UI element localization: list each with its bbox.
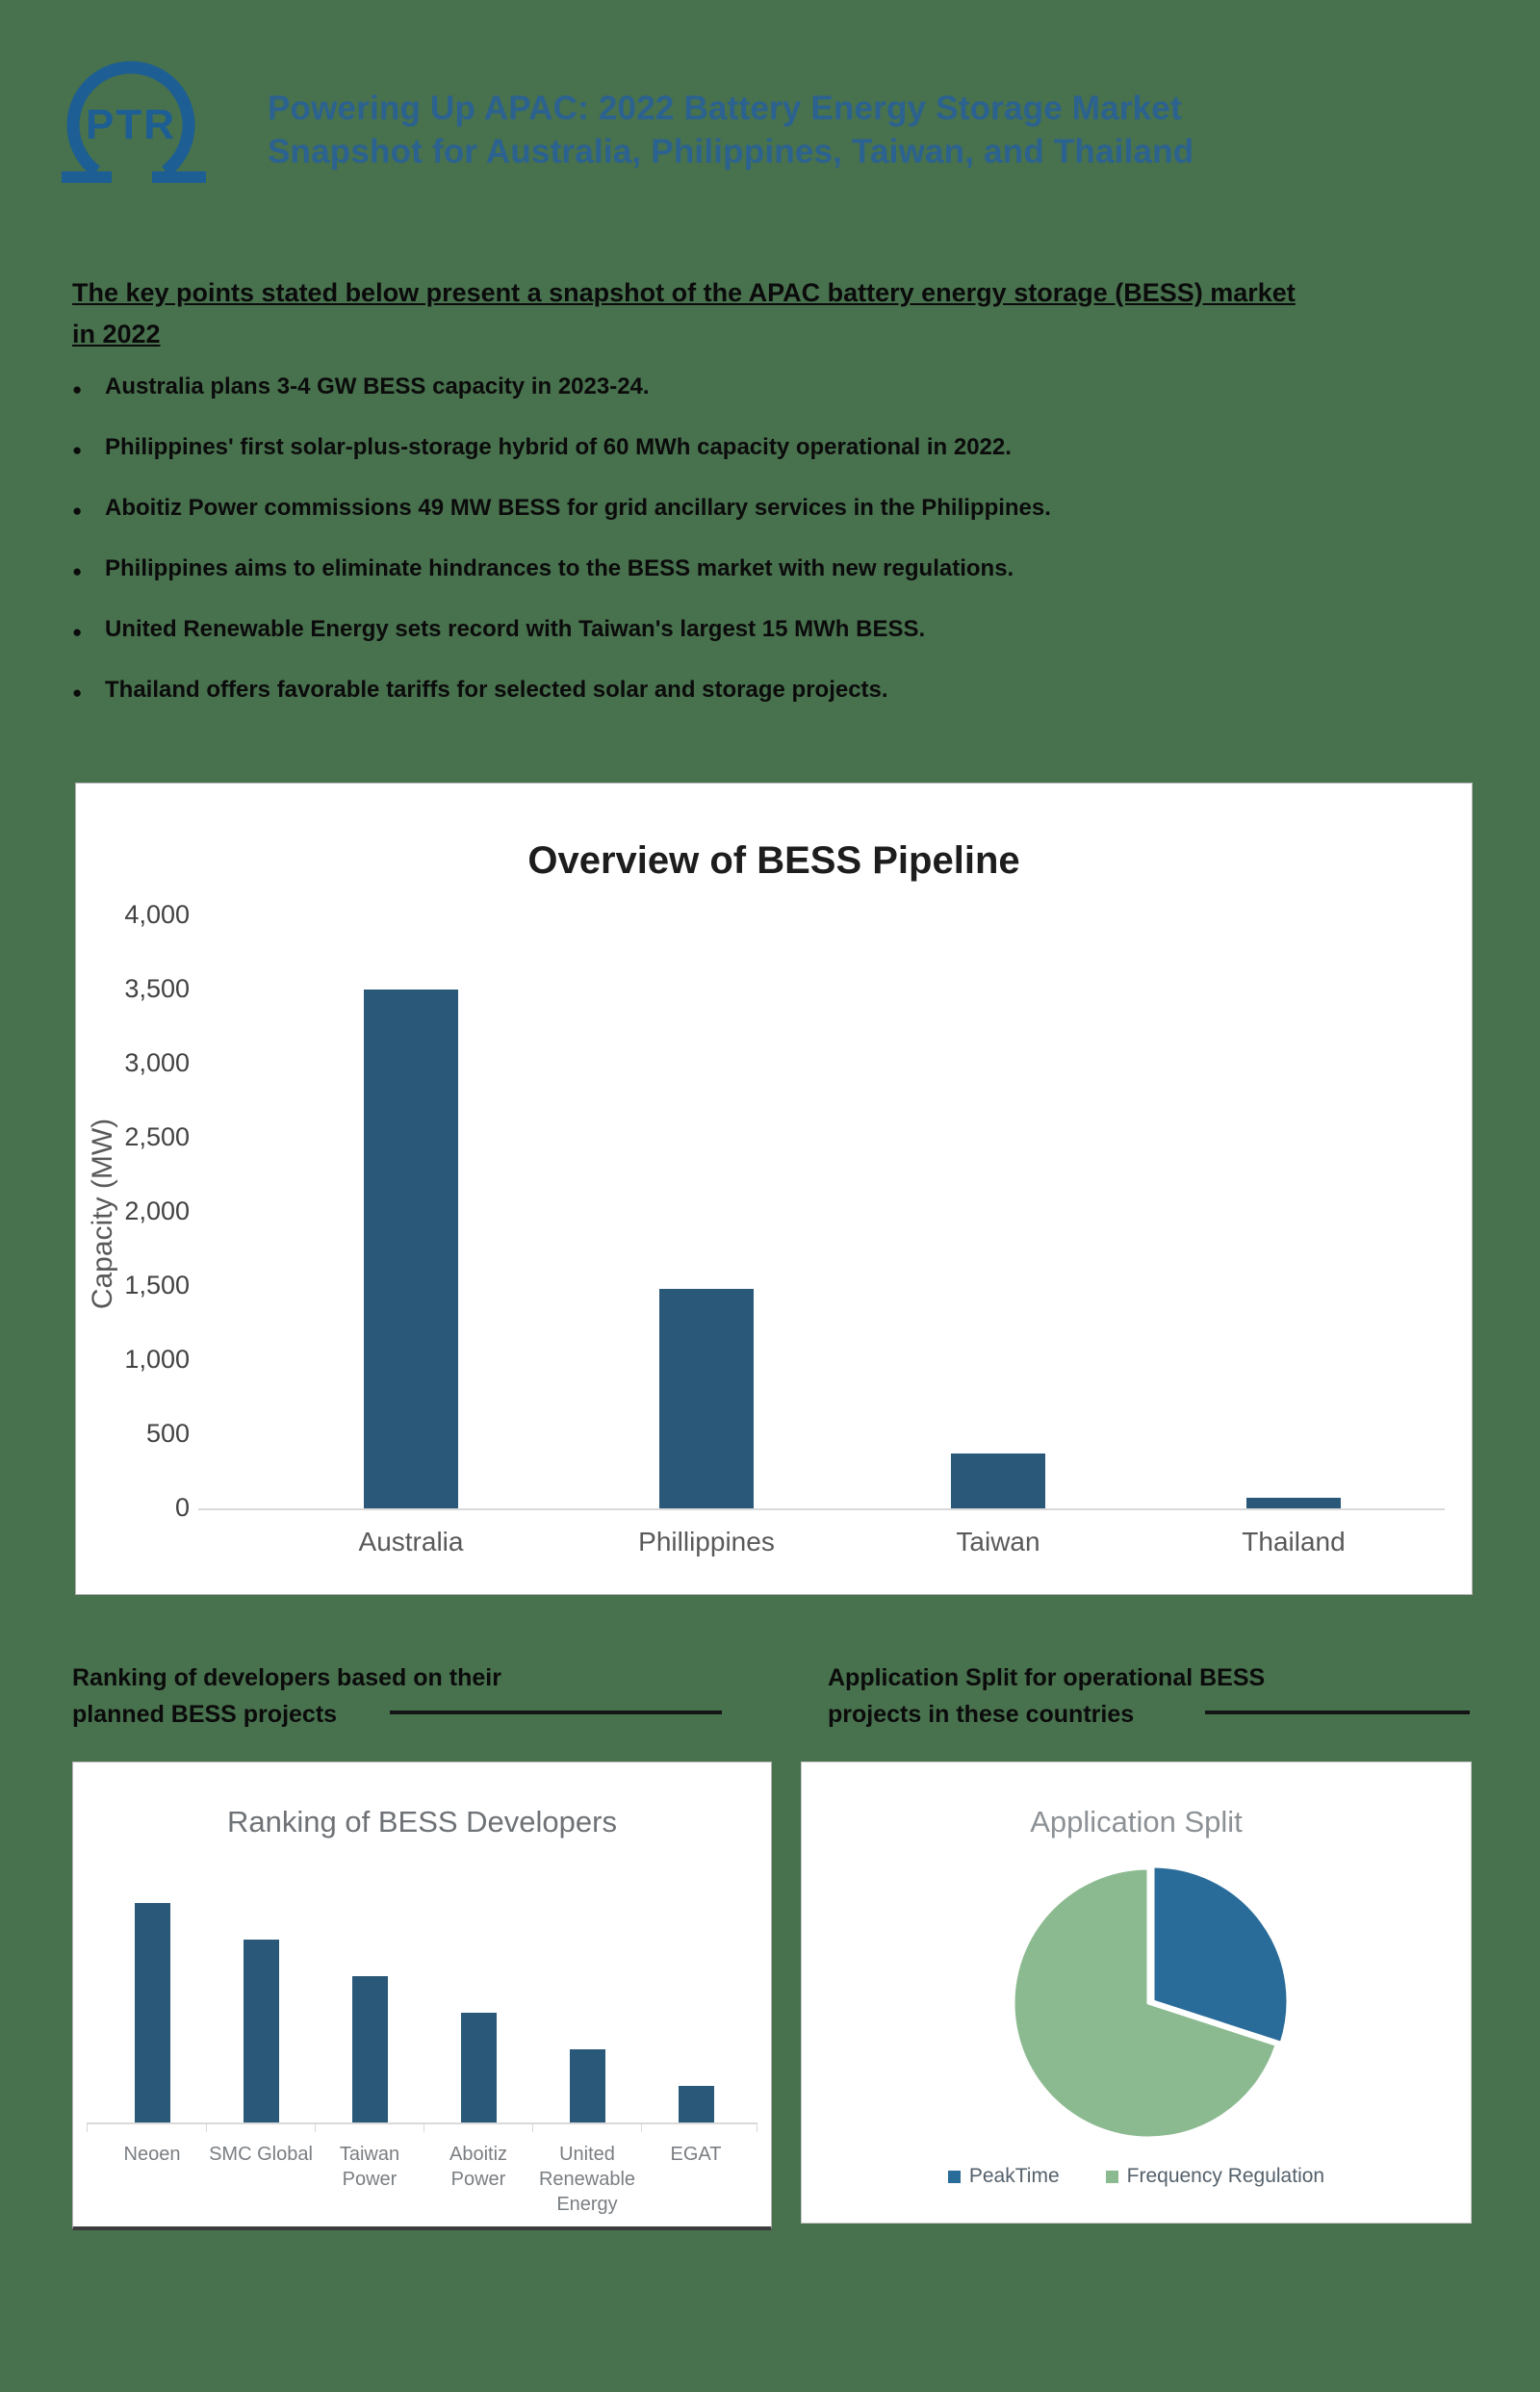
left-section-heading-line2: planned BESS projects: [72, 1701, 338, 1728]
application-split-card: Application Split PeakTime Frequency Regu…: [801, 1762, 1472, 2224]
key-point-item: Philippines aims to eliminate hindrances…: [72, 555, 1352, 585]
legend-item-Frequency Regulation: Frequency Regulation: [1105, 2165, 1325, 2188]
bar-Taiwan Power: [351, 1976, 388, 2122]
left-heading-rule: [390, 1710, 722, 1714]
pipeline-chart-card: Overview of BESS Pipeline Capacity (MW) …: [75, 783, 1473, 1595]
category-label: Aboitiz Power: [449, 2144, 508, 2190]
right-section-heading-line2: projects in these countries: [828, 1701, 1135, 1728]
category-label: Taiwan: [956, 1527, 1040, 1556]
legend-swatch-icon: [947, 2170, 961, 2183]
y-axis-tick-label: 500: [145, 1419, 190, 1448]
intro-heading: The key points stated below present a sn…: [72, 278, 1296, 348]
axis-tick: [641, 2124, 642, 2132]
y-axis-tick-label: 4,000: [124, 900, 190, 929]
pie-legend: PeakTime Frequency Regulation: [802, 2165, 1471, 2188]
legend-item-PeakTime: PeakTime: [947, 2165, 1060, 2188]
category-label: Australia: [358, 1527, 464, 1556]
bar-EGAT: [678, 2086, 714, 2122]
bar-Neoen: [134, 1903, 170, 2122]
category-label: Neoen: [123, 2144, 181, 2165]
y-axis-tick-label: 1,000: [124, 1345, 190, 1374]
right-heading-rule: [1205, 1710, 1470, 1714]
legend-swatch-icon: [1105, 2170, 1118, 2183]
bar-Aboitiz Power: [460, 2013, 497, 2122]
x-axis-baseline: [87, 2122, 757, 2124]
right-section-heading: Application Split for operational BESS p…: [828, 1659, 1482, 1733]
page-title-line1: Powering Up APAC: 2022 Battery Energy St…: [268, 90, 1182, 127]
ptr-logo-icon: PTR: [62, 61, 206, 183]
legend-label: Frequency Regulation: [1126, 2165, 1325, 2187]
bar-United Renewable Energy: [569, 2049, 605, 2122]
category-label: Phillippines: [638, 1527, 775, 1556]
developers-chart-title: Ranking of BESS Developers: [227, 1805, 617, 1839]
axis-tick: [532, 2124, 533, 2132]
left-section-heading: Ranking of developers based on their pla…: [72, 1659, 722, 1733]
x-axis-baseline: [198, 1508, 1445, 1510]
y-axis-tick-label: 3,500: [124, 974, 190, 1003]
page-title-line2: Snapshot for Australia, Philippines, Tai…: [268, 133, 1194, 170]
axis-tick: [206, 2124, 207, 2132]
bar-Australia: [364, 990, 458, 1508]
axis-tick: [87, 2124, 88, 2132]
bar-SMC Global: [243, 1940, 279, 2122]
right-section-heading-line1: Application Split for operational BESS: [828, 1664, 1266, 1691]
y-axis-tick-label: 2,500: [124, 1122, 190, 1151]
pie-slice-PeakTime: [1151, 1865, 1290, 2045]
key-point-item: Philippines' first solar-plus-storage hy…: [72, 434, 1352, 464]
key-point-item: Thailand offers favorable tariffs for se…: [72, 677, 1352, 707]
key-point-item: United Renewable Energy sets record with…: [72, 616, 1352, 646]
category-label: Taiwan Power: [339, 2144, 400, 2190]
bar-Taiwan: [951, 1453, 1045, 1508]
y-axis-tick-label: 3,000: [124, 1048, 190, 1077]
page-title: Powering Up APAC: 2022 Battery Energy St…: [268, 87, 1336, 173]
key-points-list: Australia plans 3-4 GW BESS capacity in …: [72, 373, 1352, 737]
logo-text: PTR: [86, 101, 176, 148]
y-axis-tick-label: 0: [174, 1493, 190, 1522]
left-section-heading-line1: Ranking of developers based on their: [72, 1664, 501, 1691]
pipeline-chart-title: Overview of BESS Pipeline: [527, 839, 1020, 882]
developers-chart-card: Ranking of BESS Developers Neoen SMC Glob…: [72, 1762, 772, 2230]
category-label: SMC Global: [209, 2144, 313, 2165]
key-point-item: Aboitiz Power commissions 49 MW BESS for…: [72, 495, 1352, 525]
application-split-title: Application Split: [1030, 1805, 1243, 1839]
legend-label: PeakTime: [968, 2165, 1060, 2187]
bar-Thailand: [1246, 1498, 1341, 1508]
category-label: United Renewable Energy: [538, 2144, 636, 2215]
bar-Phillippines: [659, 1289, 754, 1508]
category-label: EGAT: [670, 2144, 722, 2165]
key-point-item: Australia plans 3-4 GW BESS capacity in …: [72, 373, 1352, 403]
y-axis-tick-label: 1,500: [124, 1271, 190, 1299]
y-axis-tick-label: 2,000: [124, 1196, 190, 1225]
category-label: Thailand: [1242, 1527, 1346, 1556]
application-split-pie: [1012, 1865, 1290, 2140]
pie-slice-Frequency Regulation: [1012, 1866, 1278, 2140]
axis-tick: [315, 2124, 316, 2132]
